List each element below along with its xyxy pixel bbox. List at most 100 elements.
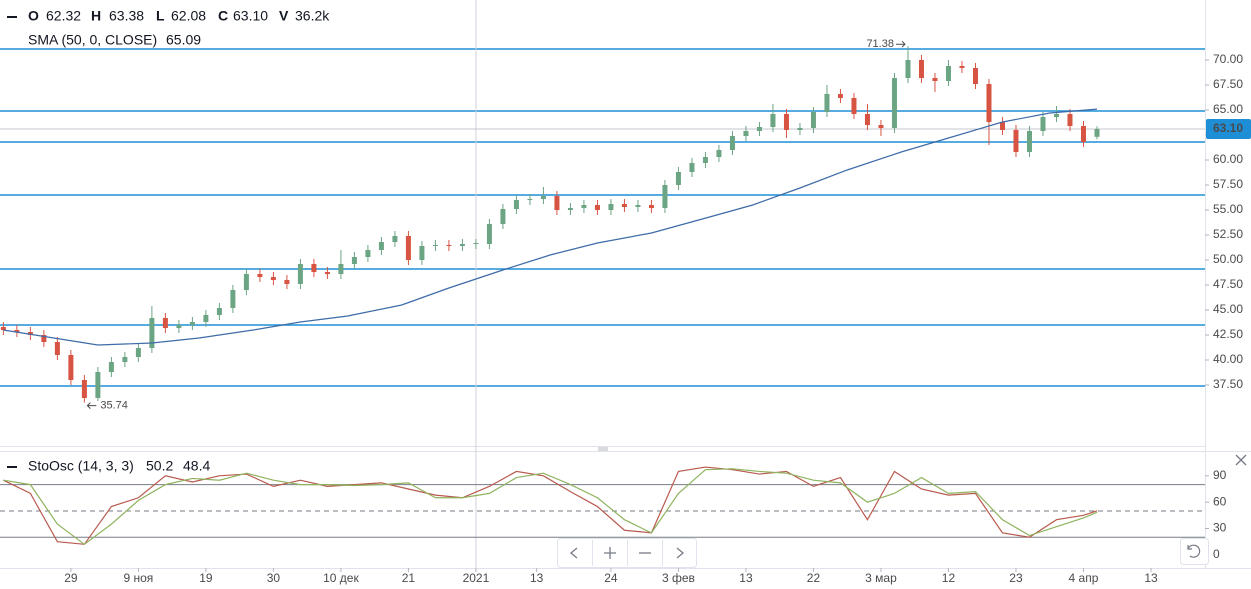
candle-body — [459, 244, 465, 246]
candle-body — [1040, 117, 1046, 131]
candle-body — [446, 245, 452, 246]
candle-body — [189, 322, 195, 325]
close-pane-button[interactable] — [1235, 454, 1247, 466]
candle-body — [270, 277, 276, 280]
x-tick-label: 19 — [199, 571, 213, 585]
candle-body — [81, 380, 87, 398]
candle-body — [648, 205, 654, 208]
candle-body — [14, 330, 20, 332]
sma-value: 65.09 — [166, 32, 201, 48]
candle-body — [797, 128, 803, 130]
x-tick-label: 2021 — [463, 571, 490, 585]
oscillator-line — [3, 468, 1098, 546]
x-tick-label: 13 — [739, 571, 753, 585]
candle-body — [203, 315, 209, 322]
y-tick-label: 37.50 — [1213, 377, 1243, 391]
candle-body — [972, 68, 978, 84]
candle-body — [1013, 130, 1019, 152]
sma-label: SMA (50, 0, CLOSE) — [28, 32, 157, 48]
candle-body — [1053, 114, 1059, 117]
candle-body — [378, 242, 384, 250]
candle-body — [27, 332, 33, 335]
y-tick-label: 45.00 — [1213, 302, 1243, 316]
x-tick-label: 24 — [604, 571, 618, 585]
candle-body — [945, 66, 951, 81]
candle-body — [486, 224, 492, 244]
candle-body — [540, 196, 546, 199]
x-tick-label: 3 мар — [865, 571, 897, 585]
sma-line — [3, 108, 1098, 346]
candle-body — [743, 131, 749, 136]
candle-body — [1067, 114, 1073, 126]
y-tick-label: 70.00 — [1213, 52, 1243, 66]
candle-body — [68, 355, 74, 380]
y-tick-label: 50.00 — [1213, 252, 1243, 266]
d-value: 48.4 — [183, 458, 210, 474]
y-tick-label: 52.50 — [1213, 227, 1243, 241]
candle-body — [905, 60, 911, 78]
candle-body — [324, 272, 330, 274]
last-price-label: 63.10 — [1213, 121, 1243, 135]
candle-body — [662, 185, 668, 208]
x-tick-label: 9 ноя — [123, 571, 153, 585]
candle-body — [851, 98, 857, 114]
candle-body — [365, 250, 371, 257]
candle-body — [176, 325, 182, 328]
candle-body — [351, 257, 357, 264]
candle-body — [959, 66, 965, 68]
reset-icon — [1187, 544, 1201, 558]
oscillator-line — [3, 466, 1098, 545]
x-tick-label: 3 фев — [662, 571, 695, 585]
candle-body — [311, 264, 317, 272]
candle-body — [297, 264, 303, 284]
annotation-arrow — [895, 40, 906, 48]
scroll-right-button[interactable] — [676, 547, 685, 559]
y-tick-label: 30 — [1213, 521, 1227, 535]
x-tick-label: 21 — [402, 571, 416, 585]
collapse-icon[interactable] — [7, 466, 17, 468]
candle-body — [837, 94, 843, 98]
volume-label: V — [279, 8, 289, 24]
candle-body — [581, 205, 587, 208]
y-tick-label: 40.00 — [1213, 352, 1243, 366]
last-price-badge — [1206, 119, 1251, 139]
high-value: 63.38 — [109, 8, 144, 24]
scroll-left-button[interactable] — [569, 547, 578, 559]
x-tick-label: 4 апр — [1069, 571, 1099, 585]
candle-body — [122, 357, 128, 362]
zoom-in-button[interactable] — [604, 547, 616, 559]
y-tick-label: 67.50 — [1213, 77, 1243, 91]
x-tick-label: 23 — [1009, 571, 1023, 585]
candle-body — [0, 327, 6, 330]
candle-body — [567, 208, 573, 210]
candle-body — [608, 204, 614, 210]
candle-body — [1026, 131, 1032, 152]
annotation-label: 35.74 — [100, 400, 128, 412]
candle-body — [500, 209, 506, 224]
candle-body — [999, 122, 1005, 130]
candle-body — [810, 112, 816, 128]
candle-body — [986, 84, 992, 122]
oscillator-title: StoOsc (14, 3, 3) — [28, 458, 134, 474]
low-value: 62.08 — [171, 8, 206, 24]
y-tick-label: 65.00 — [1213, 102, 1243, 116]
candle-body — [95, 372, 101, 398]
candle-body — [108, 362, 114, 372]
candle-body — [675, 172, 681, 185]
candle-body — [149, 318, 155, 348]
candle-body — [635, 205, 641, 207]
candle-body — [756, 127, 762, 131]
candle-body — [419, 246, 425, 260]
candle-body — [716, 150, 722, 157]
y-tick-label: 47.50 — [1213, 277, 1243, 291]
candle-body — [770, 114, 776, 127]
icon-stroke — [1235, 454, 1247, 466]
candle-body — [918, 60, 924, 78]
x-tick-label: 13 — [1144, 571, 1158, 585]
x-tick-label: 22 — [807, 571, 821, 585]
collapse-icon[interactable] — [7, 16, 17, 18]
reset-button[interactable] — [1180, 538, 1209, 565]
